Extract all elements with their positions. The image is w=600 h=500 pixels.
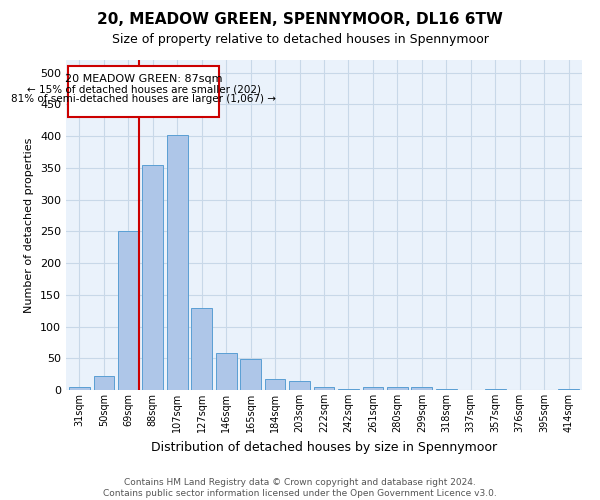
Text: Size of property relative to detached houses in Spennymoor: Size of property relative to detached ho… — [112, 32, 488, 46]
Bar — [289, 381, 310, 390]
Bar — [412, 387, 432, 390]
Bar — [314, 387, 334, 390]
Text: 20 MEADOW GREEN: 87sqm: 20 MEADOW GREEN: 87sqm — [65, 74, 223, 84]
Bar — [68, 66, 219, 117]
Bar — [362, 387, 383, 390]
X-axis label: Distribution of detached houses by size in Spennymoor: Distribution of detached houses by size … — [151, 440, 497, 454]
Text: Contains HM Land Registry data © Crown copyright and database right 2024.
Contai: Contains HM Land Registry data © Crown c… — [103, 478, 497, 498]
Bar — [558, 388, 579, 390]
Text: 20, MEADOW GREEN, SPENNYMOOR, DL16 6TW: 20, MEADOW GREEN, SPENNYMOOR, DL16 6TW — [97, 12, 503, 28]
Bar — [216, 353, 236, 390]
Bar — [167, 135, 188, 390]
Bar — [485, 388, 506, 390]
Bar — [118, 232, 139, 390]
Bar — [436, 388, 457, 390]
Bar — [69, 387, 90, 390]
Text: ← 15% of detached houses are smaller (202): ← 15% of detached houses are smaller (20… — [26, 84, 260, 94]
Bar — [142, 164, 163, 390]
Y-axis label: Number of detached properties: Number of detached properties — [25, 138, 34, 312]
Bar — [94, 376, 114, 390]
Bar — [338, 388, 359, 390]
Text: 81% of semi-detached houses are larger (1,067) →: 81% of semi-detached houses are larger (… — [11, 94, 276, 104]
Bar — [387, 387, 408, 390]
Bar — [191, 308, 212, 390]
Bar — [265, 379, 286, 390]
Bar — [240, 359, 261, 390]
